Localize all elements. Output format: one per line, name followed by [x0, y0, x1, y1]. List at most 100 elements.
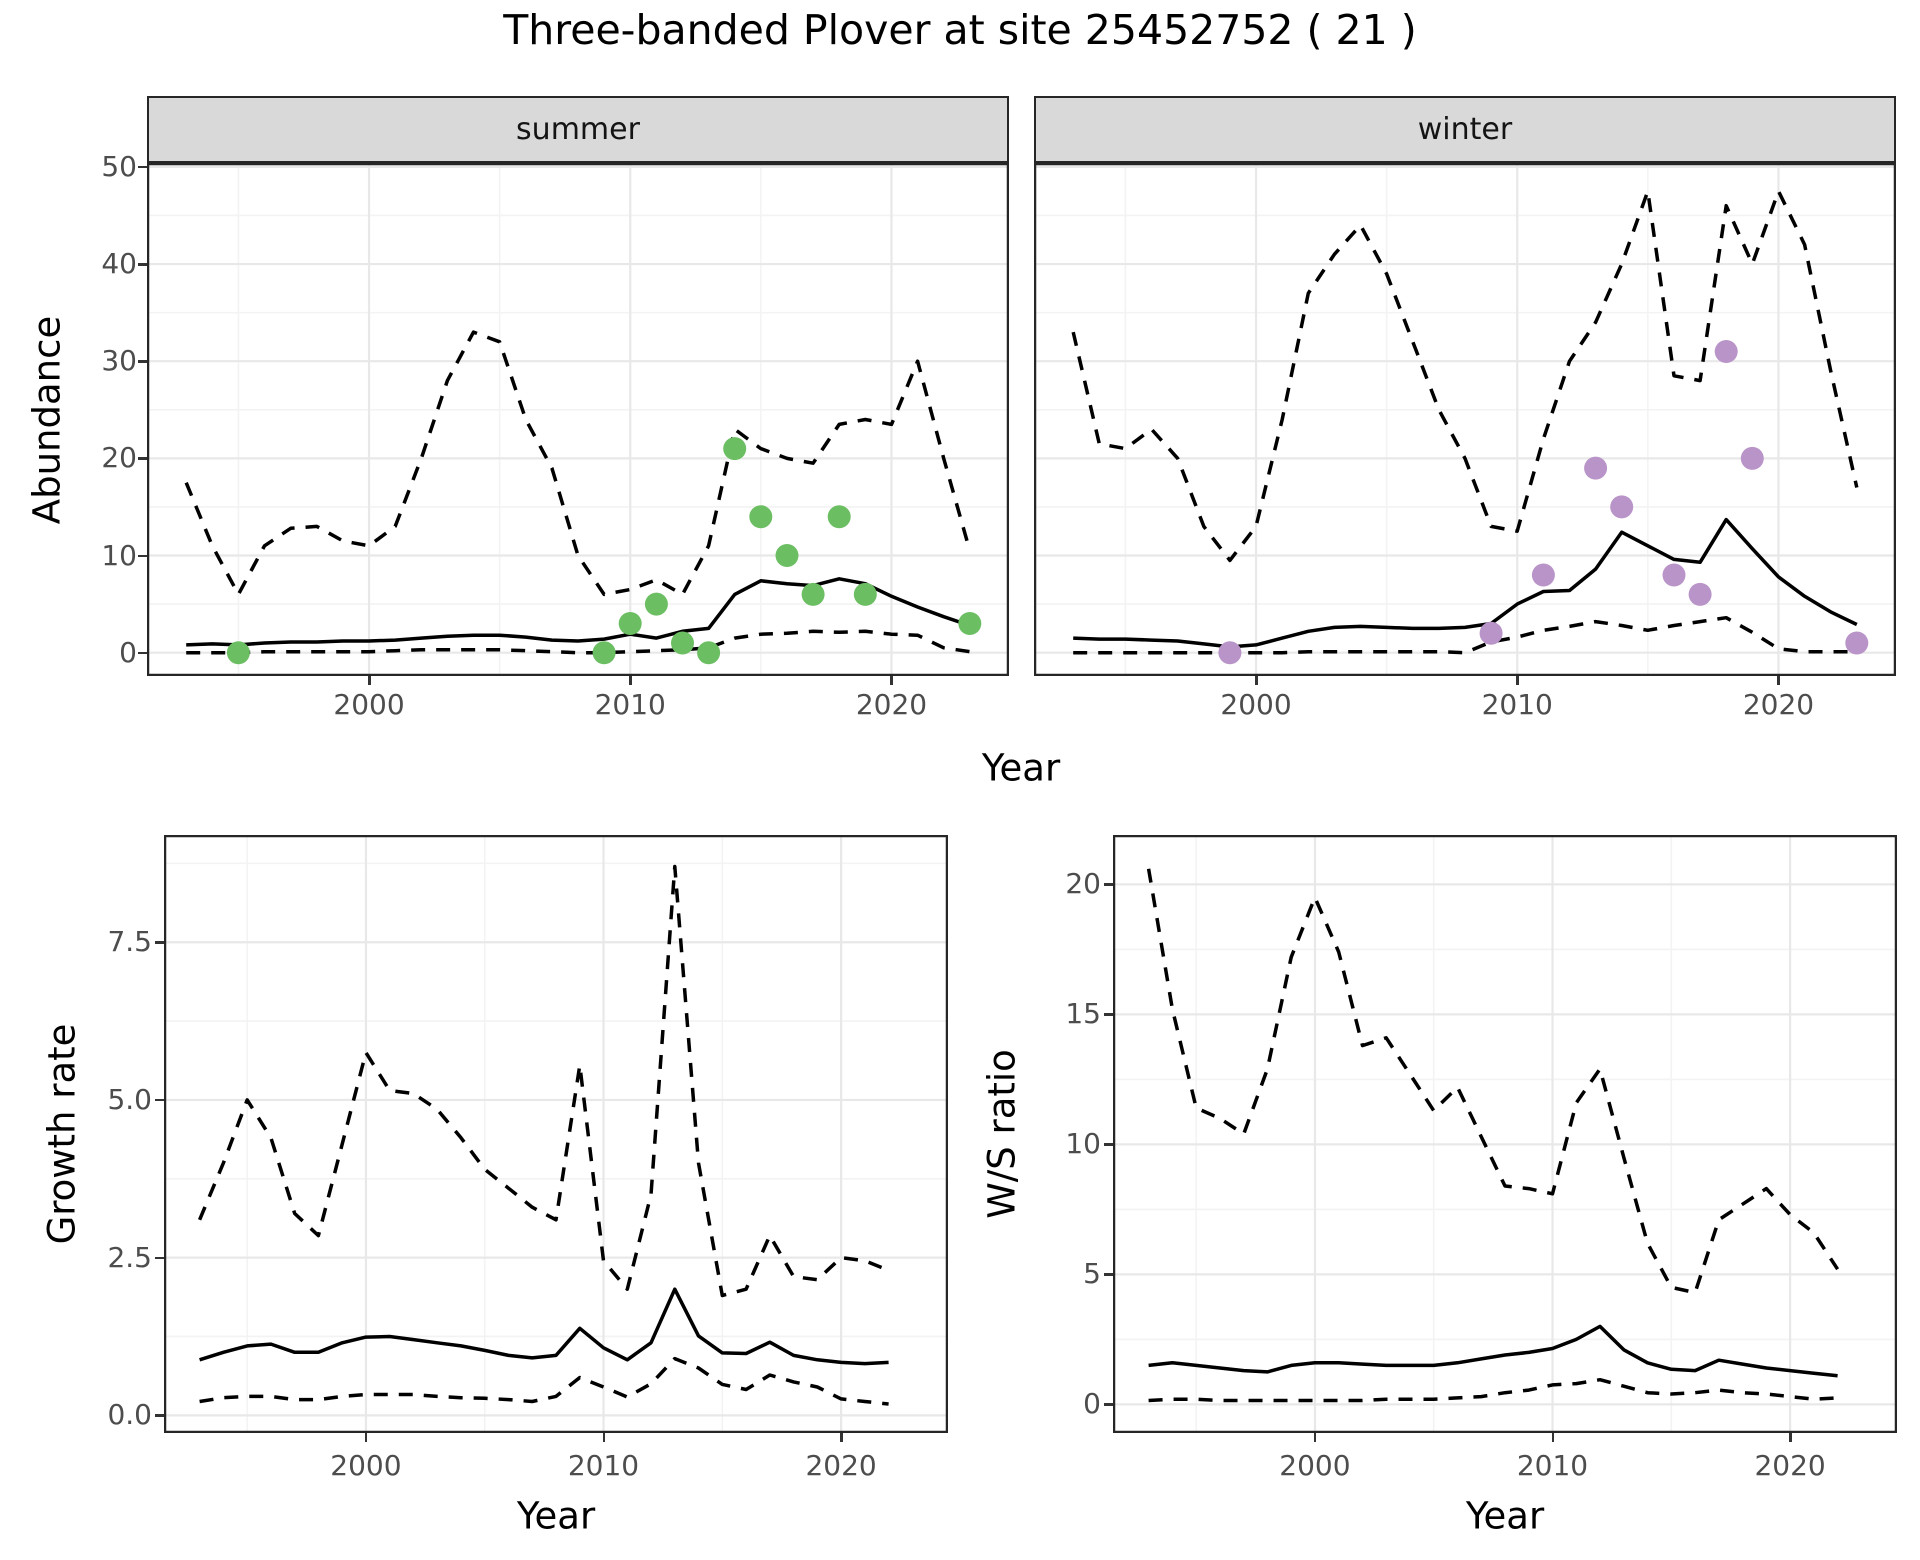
y-tick-mark	[1104, 883, 1113, 886]
lower_credible_interval-line	[199, 1356, 889, 1406]
panel-border	[164, 835, 948, 1433]
observed-counts-point	[958, 612, 982, 635]
y-tick-label: 20	[1065, 867, 1101, 901]
observed-counts-point	[644, 592, 668, 616]
predicted_median-line	[186, 577, 971, 647]
observed-counts-point	[801, 582, 825, 606]
x-tick-mark	[840, 1433, 843, 1442]
upper_credible_interval-line	[197, 864, 890, 1298]
y-tick-mark	[155, 1256, 164, 1260]
x-tick-mark	[1789, 1433, 1792, 1442]
observed-counts-point	[618, 612, 642, 635]
observed-counts-point	[1688, 582, 1712, 606]
lower_credible_interval-line	[186, 629, 971, 655]
upper_credible_interval-line	[184, 330, 972, 597]
facet-strip-winter-label: winter	[1417, 112, 1513, 147]
panel-ws-ratio	[1113, 835, 1897, 1433]
x-tick-mark	[1551, 1433, 1554, 1442]
y-tick-mark	[155, 941, 164, 944]
x-tick-mark	[1516, 676, 1519, 685]
y-tick-label: 15	[1065, 997, 1101, 1031]
observed-counts-point	[1662, 563, 1686, 587]
y-tick-mark	[155, 1098, 164, 1102]
x-tick-label: 2010	[1516, 1449, 1589, 1482]
lower_credible_interval-line	[1148, 1377, 1838, 1403]
y-tick-mark	[138, 651, 147, 655]
observed-counts-point	[671, 631, 694, 655]
lower_credible_interval-line	[1073, 615, 1857, 655]
y-tick-mark	[138, 360, 147, 363]
upper_credible_interval-line	[1146, 868, 1840, 1295]
y-tick-label: 40	[101, 247, 137, 281]
panel-background	[1113, 835, 1897, 1433]
predicted_median-line	[1148, 1324, 1838, 1378]
y-tick-label: 10	[101, 538, 137, 572]
x-tick-label: 2020	[805, 1449, 877, 1482]
facet-strip-summer: summer	[147, 96, 1009, 163]
predicted_median-line	[199, 1287, 889, 1366]
x-tick-mark	[890, 676, 893, 685]
panel-growth-rate	[164, 835, 948, 1433]
x-tick-mark	[364, 1433, 368, 1442]
x-tick-label: 2000	[330, 1449, 402, 1482]
facet-strip-winter: winter	[1034, 96, 1896, 163]
x-tick-label: 2020	[1742, 688, 1815, 721]
y-tick-mark	[1104, 1403, 1113, 1406]
y-tick-label: 10	[1065, 1127, 1101, 1161]
y-tick-label: 0.0	[107, 1398, 152, 1432]
x-tick-mark	[1313, 1433, 1317, 1442]
observed-counts-point	[1845, 631, 1869, 655]
observed-counts-point	[1714, 340, 1738, 363]
y-tick-label: 2.5	[107, 1240, 152, 1274]
x-axis-title-year-ratio: Year	[1465, 1494, 1545, 1538]
observed-counts-point	[1218, 641, 1242, 665]
y-tick-label: 30	[101, 344, 137, 378]
panel-border	[1034, 163, 1896, 676]
x-axis-title-year-top: Year	[981, 746, 1061, 790]
upper_credible_interval-line	[1071, 189, 1859, 563]
y-tick-mark	[138, 165, 147, 169]
x-tick-label: 2000	[1279, 1449, 1351, 1482]
x-tick-mark	[1777, 676, 1780, 685]
x-tick-label: 2010	[1481, 688, 1553, 721]
y-tick-mark	[1104, 1013, 1113, 1016]
observed-counts-point	[723, 437, 747, 461]
x-tick-label: 2010	[567, 1449, 640, 1482]
plot-title: Three-banded Plover at site 25452752 ( 2…	[503, 6, 1417, 54]
x-tick-label: 2020	[855, 688, 928, 721]
x-tick-mark	[602, 1433, 605, 1442]
observed-counts-point	[592, 641, 616, 665]
observed-counts-point	[1479, 621, 1503, 645]
y-tick-label: 0	[119, 635, 137, 669]
x-tick-label: 2000	[333, 688, 405, 721]
panel-abundance-summer	[147, 163, 1009, 676]
facet-strip-summer-label: summer	[516, 112, 640, 147]
y-tick-mark	[138, 554, 147, 558]
y-tick-mark	[155, 1414, 164, 1417]
observed-counts-point	[1610, 495, 1634, 519]
observed-counts-point	[226, 641, 250, 665]
observed-counts-point	[1740, 446, 1764, 470]
observed-counts-point	[697, 641, 721, 665]
x-axis-title-year-growth: Year	[516, 1494, 596, 1538]
panel-background	[1034, 163, 1896, 676]
observed-counts-point	[1531, 563, 1555, 587]
y-tick-label: 5.0	[107, 1082, 152, 1116]
y-tick-label: 20	[101, 441, 137, 475]
y-tick-label: 50	[101, 149, 137, 183]
x-tick-mark	[368, 676, 371, 685]
observed-counts-point	[775, 544, 799, 567]
y-tick-mark	[1104, 1143, 1113, 1146]
y-tick-label: 0	[1083, 1387, 1101, 1421]
panel-border	[1113, 835, 1897, 1433]
y-axis-title-growth-rate: Growth rate	[40, 1023, 84, 1245]
y-tick-label: 7.5	[107, 925, 152, 959]
observed-counts-point	[853, 582, 877, 606]
panel-background	[147, 163, 1009, 676]
x-tick-label: 2020	[1754, 1449, 1826, 1482]
y-tick-mark	[1104, 1273, 1113, 1276]
observed-counts-point	[1584, 456, 1608, 480]
x-tick-label: 2000	[1220, 688, 1292, 721]
predicted_median-line	[1073, 517, 1858, 649]
